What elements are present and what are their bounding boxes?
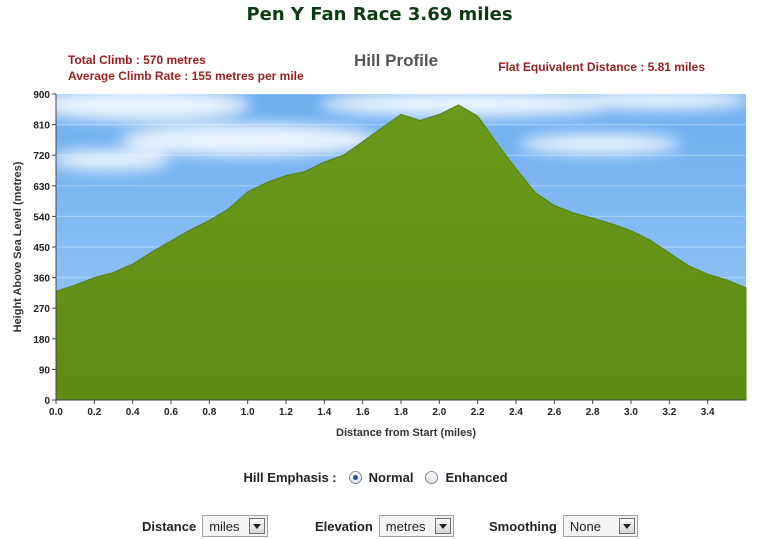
y-tick-label: 450 — [33, 243, 50, 254]
y-tick-label: 360 — [33, 274, 50, 285]
x-tick-label: 0.6 — [164, 407, 178, 418]
normal-radio-label[interactable]: Normal — [368, 470, 414, 485]
y-tick-label: 720 — [33, 151, 50, 162]
x-tick-label: 0.0 — [49, 407, 63, 418]
chevron-down-icon[interactable] — [249, 518, 266, 534]
distance-select-value: miles — [209, 518, 240, 534]
x-tick-label: 0.4 — [126, 407, 140, 418]
distance-select[interactable]: miles — [202, 515, 269, 537]
x-tick-label: 2.6 — [547, 407, 561, 418]
y-tick-label: 900 — [33, 90, 50, 101]
y-axis-ticks: 0 90 180 270 360 450 540 630 720 810 900 — [33, 90, 56, 407]
x-tick-label: 2.0 — [432, 407, 446, 418]
smoothing-select[interactable]: None — [562, 515, 638, 537]
x-tick-label: 3.0 — [624, 407, 638, 418]
x-tick-label: 1.2 — [279, 407, 293, 418]
x-tick-label: 2.4 — [509, 407, 523, 418]
elevation-select-value: metres — [385, 518, 426, 534]
distance-control: Distance miles — [142, 515, 269, 537]
smoothing-control: Smoothing None — [489, 515, 638, 537]
x-axis-ticks: 0.0 0.2 0.4 0.6 0.8 1.0 1.2 1.4 1.6 1.8 2.0 2.2 2.4 2… — [49, 400, 715, 418]
enhanced-radio[interactable] — [425, 471, 439, 484]
x-tick-label: 0.8 — [202, 407, 216, 418]
x-tick-label: 1.0 — [241, 407, 255, 418]
x-tick-label: 3.2 — [662, 407, 676, 418]
x-tick-label: 2.8 — [586, 407, 600, 418]
x-axis-title: Distance from Start (miles) — [336, 427, 476, 439]
y-tick-label: 0 — [44, 396, 50, 407]
x-tick-label: 1.8 — [394, 407, 408, 418]
plot-area — [30, 89, 750, 401]
distance-label: Distance — [142, 518, 197, 534]
flat-equivalent-distance-text: Flat Equivalent Distance : 5.81 miles — [498, 60, 705, 74]
page-title: Pen Y Fan Race 3.69 miles — [246, 4, 513, 25]
average-climb-rate-text: Average Climb Rate : 155 metres per mile — [68, 69, 304, 83]
chart-title: Hill Profile — [354, 51, 438, 70]
elevation-label: Elevation — [315, 518, 373, 534]
y-tick-label: 630 — [33, 182, 50, 193]
elevation-area — [55, 104, 747, 401]
smoothing-select-value: None — [569, 518, 601, 534]
normal-radio[interactable] — [348, 471, 362, 484]
chevron-down-icon[interactable] — [618, 518, 635, 534]
x-tick-label: 0.2 — [87, 407, 101, 418]
clouds — [30, 89, 750, 170]
y-tick-label: 90 — [39, 365, 51, 376]
y-axis-title: Height Above Sea Level (metres) — [12, 161, 24, 332]
chevron-down-icon[interactable] — [434, 518, 451, 534]
enhanced-radio-label[interactable]: Enhanced — [445, 470, 508, 485]
y-tick-label: 540 — [33, 212, 50, 223]
hill-emphasis-row: Hill Emphasis : Normal Enhanced — [0, 470, 759, 485]
total-climb-text: Total Climb : 570 metres — [68, 53, 206, 67]
y-tick-label: 810 — [33, 121, 50, 132]
smoothing-label: Smoothing — [489, 518, 557, 534]
hill-profile-chart: Total Climb : 570 metres Average Climb R… — [12, 51, 750, 439]
x-tick-label: 1.4 — [317, 407, 331, 418]
units-controls: Distance miles Elevation metres Smoothin… — [0, 515, 759, 539]
x-tick-label: 2.2 — [471, 407, 485, 418]
y-tick-label: 270 — [33, 304, 50, 315]
elevation-control: Elevation metres — [315, 515, 454, 537]
elevation-select[interactable]: metres — [378, 515, 454, 537]
x-tick-label: 1.6 — [356, 407, 370, 418]
hill-emphasis-label: Hill Emphasis : — [243, 470, 337, 485]
x-tick-label: 3.4 — [701, 407, 715, 418]
y-tick-label: 180 — [33, 335, 50, 346]
